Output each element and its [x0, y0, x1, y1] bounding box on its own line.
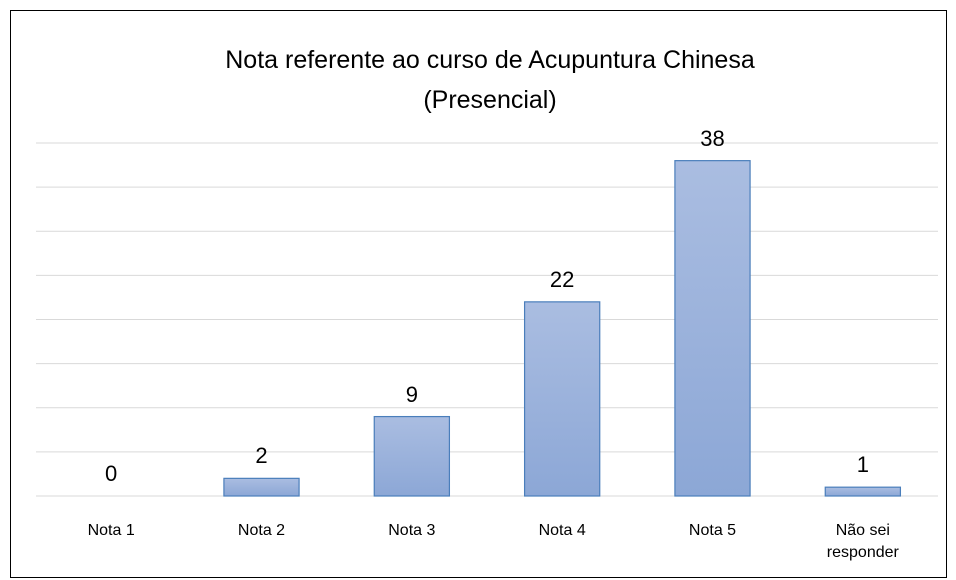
x-tick-label: Nota 1 [87, 522, 135, 539]
x-tick-label: Nota 4 [538, 522, 586, 539]
bar [824, 486, 902, 497]
x-tick-label: Nota 3 [388, 522, 436, 539]
bar [373, 415, 451, 497]
data-label: 2 [255, 443, 268, 469]
data-label: 22 [549, 266, 575, 292]
data-label: 9 [405, 381, 418, 407]
x-tick-label: Nota 5 [688, 522, 737, 539]
data-label: 38 [700, 125, 725, 151]
x-tick-label: Não sei responder [826, 522, 899, 561]
data-label: 0 [105, 461, 118, 486]
bar [523, 301, 601, 497]
data-label: 1 [856, 452, 869, 478]
bar [223, 477, 300, 497]
chart-title: Nota referente ao curso de Acupuntura Ch… [225, 46, 755, 114]
x-tick-label: Nota 2 [237, 522, 286, 539]
chart-frame [10, 10, 947, 578]
bar [674, 160, 751, 497]
